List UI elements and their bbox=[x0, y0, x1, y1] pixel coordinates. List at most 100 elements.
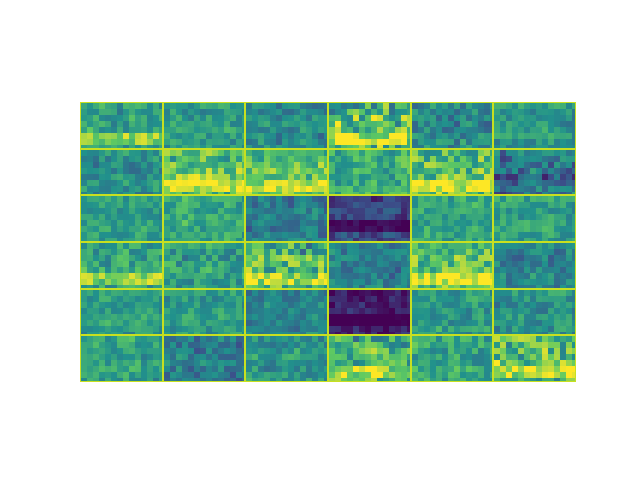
feature-map-pixel bbox=[105, 302, 111, 308]
feature-map-pixel bbox=[383, 261, 389, 267]
feature-map-pixel bbox=[87, 139, 93, 145]
feature-map-pixel bbox=[135, 186, 141, 192]
feature-map-pixel bbox=[560, 243, 566, 249]
feature-map-pixel bbox=[300, 360, 306, 366]
feature-map-pixel bbox=[466, 308, 472, 314]
feature-map-pixel bbox=[105, 336, 111, 342]
feature-map-pixel bbox=[460, 121, 466, 127]
feature-map-pixel bbox=[371, 285, 377, 288]
feature-map-pixel bbox=[93, 133, 99, 139]
feature-map-pixel bbox=[312, 220, 318, 226]
feature-map-pixel bbox=[353, 279, 359, 285]
feature-map-pixel bbox=[448, 127, 454, 133]
feature-map-pixel bbox=[383, 226, 389, 232]
feature-map-pixel bbox=[324, 115, 327, 121]
feature-map-pixel bbox=[512, 186, 518, 192]
feature-map-pixel bbox=[105, 150, 111, 156]
feature-map-pixel bbox=[164, 279, 170, 285]
feature-map-pixel bbox=[512, 103, 518, 109]
feature-map-pixel bbox=[490, 192, 492, 194]
feature-map-pixel bbox=[123, 267, 129, 273]
feature-map-pixel bbox=[430, 336, 436, 342]
feature-map-pixel bbox=[200, 285, 206, 288]
feature-map-pixel bbox=[484, 168, 490, 174]
feature-map-pixel bbox=[365, 261, 371, 267]
feature-map-pixel bbox=[512, 360, 518, 366]
feature-map-pixel bbox=[430, 139, 436, 145]
feature-map-pixel bbox=[135, 296, 141, 302]
feature-map-pixel bbox=[306, 326, 312, 332]
feature-map-pixel bbox=[401, 360, 407, 366]
feature-map-pixel bbox=[324, 243, 327, 249]
feature-map-pixel bbox=[448, 320, 454, 326]
feature-map-pixel bbox=[359, 366, 365, 372]
feature-map-pixel bbox=[159, 145, 162, 148]
feature-map-pixel bbox=[389, 238, 395, 241]
feature-map-pixel bbox=[401, 139, 407, 145]
feature-map-pixel bbox=[418, 342, 424, 348]
feature-map-pixel bbox=[123, 168, 129, 174]
feature-map-pixel bbox=[484, 202, 490, 208]
feature-map-pixel bbox=[542, 208, 548, 214]
feature-map-pixel bbox=[242, 366, 244, 372]
feature-map-pixel bbox=[318, 249, 324, 255]
feature-map-pixel bbox=[182, 168, 188, 174]
feature-map-pixel bbox=[300, 326, 306, 332]
feature-map-pixel bbox=[329, 127, 335, 133]
feature-map-pixel bbox=[389, 372, 395, 378]
feature-map-pixel bbox=[123, 186, 129, 192]
feature-map-pixel bbox=[530, 249, 536, 255]
feature-map-pixel bbox=[306, 267, 312, 273]
feature-map-pixel bbox=[141, 226, 147, 232]
feature-map-pixel bbox=[424, 168, 430, 174]
feature-map-pixel bbox=[424, 238, 430, 241]
feature-map-pixel bbox=[359, 196, 365, 202]
feature-map-pixel bbox=[242, 139, 244, 145]
feature-map-pixel bbox=[560, 238, 566, 241]
feature-map-pixel bbox=[270, 336, 276, 342]
feature-map-pixel bbox=[389, 314, 395, 320]
feature-map-pixel bbox=[212, 249, 218, 255]
feature-map-pixel bbox=[383, 336, 389, 342]
feature-map-pixel bbox=[212, 342, 218, 348]
feature-map-pixel bbox=[542, 238, 548, 241]
feature-map-pixel bbox=[270, 308, 276, 314]
feature-map-pixel bbox=[442, 243, 448, 249]
feature-map-pixel bbox=[182, 115, 188, 121]
feature-map-pixel bbox=[246, 192, 252, 194]
feature-map-pixel bbox=[460, 308, 466, 314]
feature-map-pixel bbox=[153, 150, 159, 156]
feature-map-pixel bbox=[484, 366, 490, 372]
feature-map-pixel bbox=[170, 348, 176, 354]
feature-map-pixel bbox=[153, 162, 159, 168]
feature-map-pixel bbox=[252, 139, 258, 145]
feature-map-pixel bbox=[282, 261, 288, 267]
feature-map-pixel bbox=[117, 366, 123, 372]
feature-map-pixel bbox=[236, 342, 242, 348]
feature-map-pixel bbox=[270, 302, 276, 308]
feature-map-pixel bbox=[123, 115, 129, 121]
feature-map-pixel bbox=[347, 366, 353, 372]
feature-map-pixel bbox=[460, 139, 466, 145]
feature-map-tile bbox=[412, 290, 492, 334]
feature-map-pixel bbox=[194, 196, 200, 202]
feature-map-pixel bbox=[454, 238, 460, 241]
feature-map-pixel bbox=[230, 243, 236, 249]
feature-map-pixel bbox=[294, 226, 300, 232]
feature-map-pixel bbox=[270, 285, 276, 288]
feature-map-pixel bbox=[430, 115, 436, 121]
feature-map-pixel bbox=[153, 127, 159, 133]
feature-map-pixel bbox=[353, 366, 359, 372]
feature-map-pixel bbox=[306, 133, 312, 139]
feature-map-pixel bbox=[117, 168, 123, 174]
feature-map-pixel bbox=[572, 279, 575, 285]
feature-map-pixel bbox=[276, 336, 282, 342]
feature-map-pixel bbox=[484, 273, 490, 279]
feature-map-pixel bbox=[147, 232, 153, 238]
feature-map-pixel bbox=[524, 296, 530, 302]
feature-map-pixel bbox=[194, 336, 200, 342]
feature-map-pixel bbox=[117, 214, 123, 220]
feature-map-pixel bbox=[182, 162, 188, 168]
feature-map-pixel bbox=[395, 139, 401, 145]
feature-map-pixel bbox=[383, 150, 389, 156]
